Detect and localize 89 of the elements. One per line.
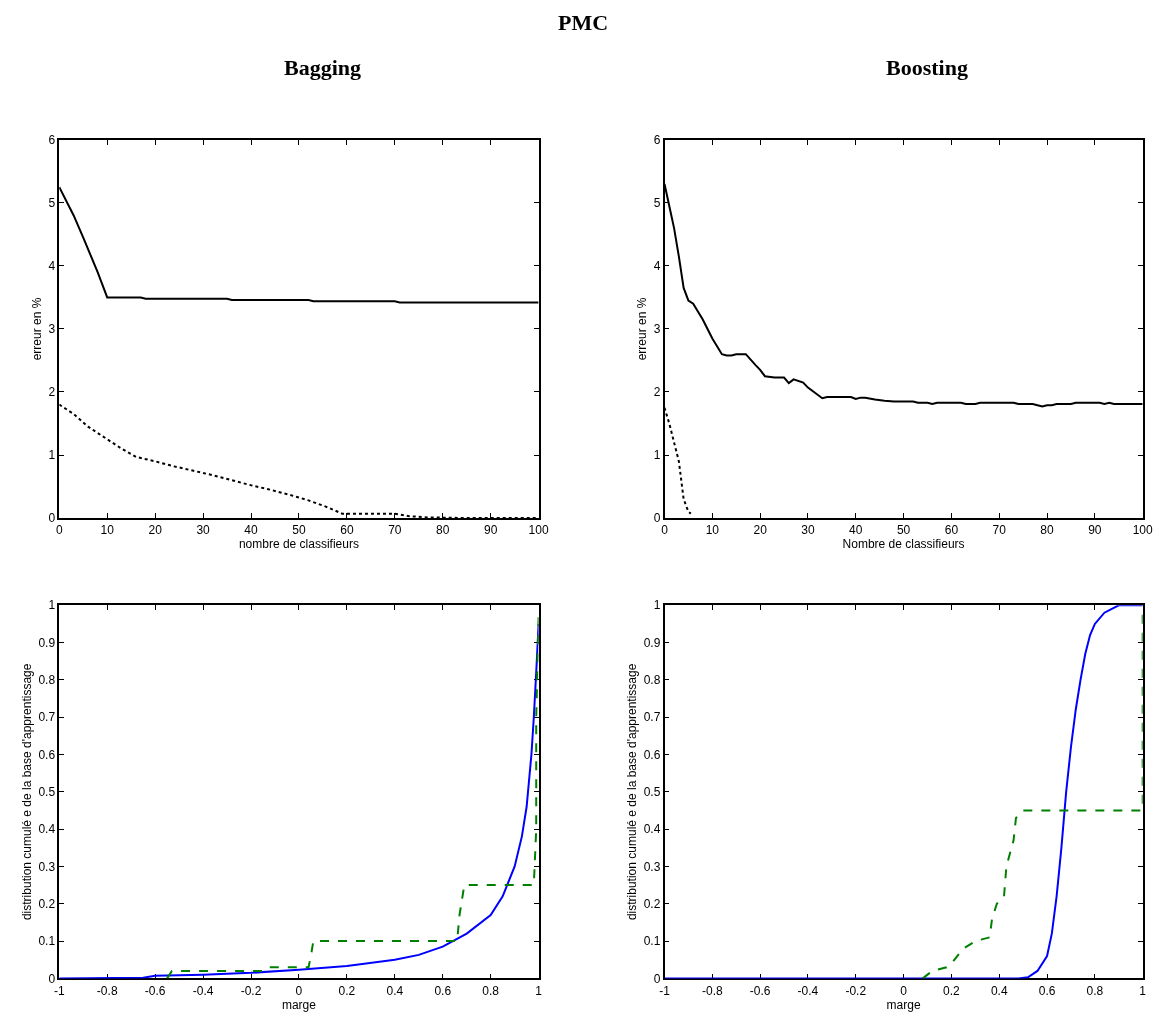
y-tick-label: 0.1	[643, 934, 661, 949]
y-tick-label: 0.6	[38, 747, 56, 762]
y-axis-title: erreur en %	[30, 297, 45, 361]
y-tick-label: 1	[48, 448, 56, 463]
x-tick-label: -0.4	[192, 983, 214, 998]
x-tick-label: -1	[53, 983, 65, 998]
x-tick-label: 0.4	[990, 983, 1008, 998]
x-tick-label: 90	[1088, 523, 1102, 538]
x-tick-label: -0.6	[749, 983, 771, 998]
chart-title: PMC	[558, 10, 609, 35]
y-tick-label: 0.5	[38, 785, 56, 800]
y-tick-label: 0.4	[643, 822, 661, 837]
y-tick-label: 2	[48, 385, 56, 400]
x-tick-label: 0.2	[338, 983, 356, 998]
x-tick-label: 40	[244, 523, 259, 538]
x-tick-label: 0.6	[434, 983, 452, 998]
y-tick-label: 1	[653, 448, 661, 463]
y-tick-label: 4	[653, 259, 661, 274]
y-tick-label: 0.3	[643, 859, 661, 874]
x-tick-label: 10	[100, 523, 115, 538]
y-tick-label: 0.5	[643, 785, 661, 800]
y-tick-label: 0.3	[38, 859, 56, 874]
x-tick-label: 0.8	[1086, 983, 1104, 998]
x-tick-label: 60	[944, 523, 959, 538]
y-tick-label: 6	[48, 133, 56, 148]
x-tick-label: 70	[992, 523, 1007, 538]
x-tick-label: 1	[535, 983, 543, 998]
y-tick-label: 0.4	[38, 822, 56, 837]
y-tick-label: 4	[48, 259, 56, 274]
x-tick-label: -0.8	[96, 983, 118, 998]
x-axis-title: marge	[886, 997, 921, 1012]
x-tick-label: 0.6	[1038, 983, 1056, 998]
y-axis-title: distribution cumulé e de la base d'apprentissage	[625, 663, 640, 921]
y-tick-label: 0	[653, 971, 661, 986]
x-tick-label: 20	[148, 523, 163, 538]
x-tick-label: -0.8	[701, 983, 723, 998]
x-tick-label: 20	[753, 523, 768, 538]
y-tick-label: 0.1	[38, 934, 56, 949]
x-tick-label: 10	[705, 523, 720, 538]
y-tick-label: 3	[653, 322, 661, 337]
y-tick-label: 0.6	[643, 747, 661, 762]
chart-subtitle: Boosting	[886, 55, 968, 80]
x-tick-label: 1	[1139, 983, 1147, 998]
x-tick-label: -1	[659, 983, 671, 998]
y-axis-title: distribution cumulé e de la base d'apprentissage	[20, 663, 35, 921]
y-tick-label: 0.2	[38, 896, 56, 911]
x-axis-title: nombre de classifieurs	[238, 537, 359, 552]
x-tick-label: -0.2	[845, 983, 867, 998]
x-tick-label: 40	[849, 523, 863, 538]
y-tick-label: 5	[48, 196, 56, 211]
x-tick-label: 0.2	[943, 983, 961, 998]
y-tick-label: 2	[653, 385, 661, 400]
x-tick-label: -0.4	[797, 983, 819, 998]
x-tick-label: 0.8	[482, 983, 500, 998]
x-tick-label: 100	[1132, 523, 1154, 538]
y-tick-label: 0	[653, 511, 661, 526]
y-tick-label: 0.8	[643, 673, 661, 688]
x-axis-title: marge	[281, 997, 317, 1012]
x-tick-label: -0.2	[240, 983, 262, 998]
y-tick-label: 0	[48, 511, 56, 526]
y-axis-title: erreur en %	[635, 297, 650, 361]
x-tick-label: 50	[292, 523, 306, 538]
y-tick-label: 0.2	[643, 896, 661, 911]
x-tick-label: 0	[295, 983, 303, 998]
x-tick-label: 90	[484, 523, 498, 538]
y-tick-label: 5	[653, 196, 661, 211]
x-tick-label: 80	[1040, 523, 1055, 538]
x-tick-label: 0	[900, 983, 908, 998]
x-tick-label: -0.6	[144, 983, 166, 998]
y-tick-label: 0.8	[38, 673, 56, 688]
x-tick-label: 50	[896, 523, 911, 538]
x-axis-title: Nombre de classifieurs	[842, 537, 965, 552]
x-tick-label: 70	[388, 523, 402, 538]
y-tick-label: 0.9	[38, 635, 56, 650]
chart-subtitle: Bagging	[284, 55, 362, 80]
y-tick-label: 0.9	[643, 635, 661, 650]
y-tick-label: 0.7	[643, 710, 661, 725]
y-tick-label: 0.7	[38, 710, 56, 725]
x-tick-label: 100	[528, 523, 549, 538]
x-tick-label: 30	[196, 523, 211, 538]
y-tick-label: 0	[48, 971, 56, 986]
x-tick-label: 60	[340, 523, 354, 538]
x-tick-label: 30	[801, 523, 815, 538]
x-tick-label: 80	[436, 523, 450, 538]
y-tick-label: 3	[48, 322, 56, 337]
y-tick-label: 1	[653, 598, 661, 613]
y-tick-label: 1	[48, 598, 56, 613]
x-tick-label: 0.4	[386, 983, 404, 998]
y-tick-label: 6	[653, 133, 661, 148]
